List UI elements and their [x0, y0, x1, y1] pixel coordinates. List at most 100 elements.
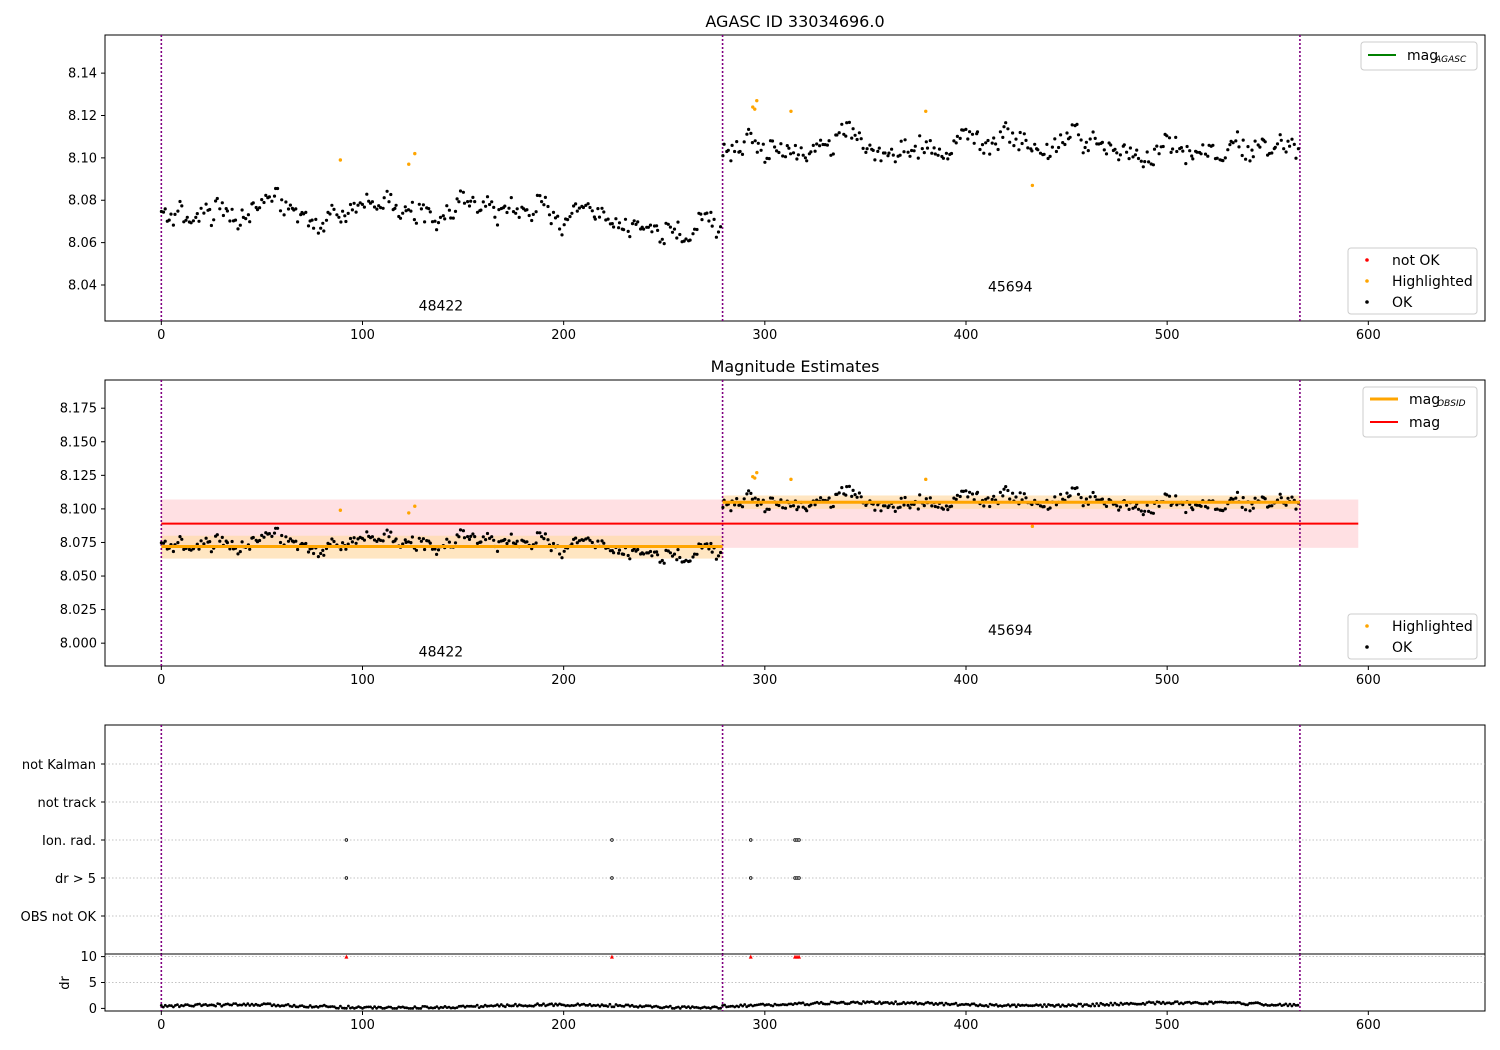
magnitude-estimates-panel: Magnitude Estimates 8.000 8.025 8.050 8.075… [60, 357, 1486, 688]
flags-category-label-3: dr > 5 [55, 872, 96, 887]
agasc-obsid-label-48422: 48422 [419, 298, 464, 314]
agasc-ok-point [946, 157, 950, 161]
agasc-ok-point [738, 149, 742, 154]
estimates-ok-point [481, 535, 485, 539]
dr-point [689, 1006, 692, 1010]
estimates-ok-point [286, 539, 291, 543]
estimates-ok-point [831, 504, 835, 509]
agasc-ok-point [952, 139, 956, 143]
agasc-ok-point [742, 140, 746, 144]
dr-point [954, 1001, 958, 1005]
estimates-highlighted-point [1030, 524, 1035, 529]
agasc-ok-point [1125, 150, 1129, 154]
estimates-ok-point [972, 498, 976, 502]
estimates-ok-point [753, 496, 757, 500]
agasc-ok-point [335, 213, 339, 217]
agasc-ok-point [507, 206, 511, 210]
dr-point [938, 1001, 942, 1005]
estimates-x-tick-label-100: 100 [350, 673, 375, 688]
agasc-ok-point [581, 205, 586, 210]
agasc-panel-title: AGASC ID 33034696.0 [705, 12, 884, 31]
estimates-ok-point [928, 496, 932, 500]
agasc-ok-point [218, 207, 222, 211]
agasc-ok-point [749, 131, 753, 135]
agasc-y-tick-label-3: 8.10 [68, 151, 97, 166]
estimates-ok-point [714, 557, 719, 561]
estimates-ok-point [330, 537, 334, 541]
agasc-x-tick-label-600: 600 [1356, 328, 1381, 343]
dr-point [1208, 1000, 1211, 1004]
agasc-ok-point [845, 121, 849, 125]
dr-point [230, 1003, 234, 1007]
estimates-ok-point [1091, 490, 1095, 495]
agasc-ok-point [868, 143, 872, 147]
agasc-ok-point [906, 150, 910, 154]
estimates-ok-point [1184, 510, 1188, 515]
estimates-ok-point [1115, 504, 1119, 508]
estimates-ok-point [163, 539, 167, 543]
estimates-ok-point [742, 497, 746, 501]
agasc-ok-point [560, 233, 564, 237]
dr-marks [105, 954, 1485, 1011]
agasc-ok-point [214, 199, 218, 203]
agasc-ok-point [1250, 148, 1254, 152]
agasc-ok-point [628, 235, 632, 239]
agasc-ok-point [551, 210, 556, 214]
agasc-ok-point [1226, 148, 1230, 152]
dr-point [250, 1002, 254, 1006]
estimates-ok-point [1139, 509, 1143, 513]
agasc-ok-point [1059, 133, 1063, 137]
agasc-ok-point [171, 223, 175, 227]
estimates-ok-point [534, 541, 538, 545]
estimates-ok-point [492, 538, 496, 542]
dr-point [507, 1004, 511, 1008]
dr-point [723, 1003, 726, 1007]
agasc-ok-point [893, 160, 897, 164]
dr-point [234, 1002, 238, 1005]
dr-point [1232, 1000, 1235, 1004]
dr-point [163, 1003, 167, 1007]
agasc-ok-point [272, 194, 277, 198]
agasc-ok-point [212, 218, 216, 222]
dr-point [922, 1002, 926, 1006]
agasc-ok-point [730, 143, 734, 147]
estimates-ok-point [505, 541, 509, 546]
agasc-ok-point [876, 149, 880, 153]
dr-point [471, 1005, 475, 1008]
estimates-ok-point [278, 540, 283, 545]
estimates-ok-point [1008, 497, 1012, 501]
agasc-highlighted-point [413, 151, 417, 156]
agasc-ok-point [556, 214, 560, 218]
estimates-ok-point [1195, 503, 1199, 507]
dr-point [246, 1002, 250, 1006]
agasc-y-tick-label-2: 8.08 [68, 194, 97, 209]
agasc-ok-point [933, 152, 937, 156]
dr-point [1218, 1000, 1221, 1004]
agasc-ok-point [356, 203, 360, 207]
estimates-ok-point [835, 492, 839, 496]
dr-point [161, 1005, 165, 1009]
agasc-ok-point [646, 225, 651, 229]
agasc-legend-highlighted-label: Highlighted [1392, 274, 1473, 290]
dr-point [534, 1003, 537, 1007]
dr-point [475, 1003, 479, 1007]
agasc-ok-point [818, 144, 822, 148]
estimates-ok-point [716, 554, 721, 558]
estimates-ok-point [656, 553, 660, 557]
dr-point [1244, 1003, 1247, 1007]
agasc-ok-point [803, 156, 808, 160]
dr-point [1284, 1002, 1288, 1006]
dr-point [1014, 1005, 1018, 1009]
agasc-ok-point [574, 202, 578, 206]
dr-point [1027, 1004, 1030, 1008]
agasc-ok-point [1036, 148, 1040, 152]
agasc-ok-point [1038, 151, 1043, 155]
agasc-ok-point [294, 207, 298, 211]
estimates-ok-point [781, 506, 785, 510]
dr-x-tick-label-600: 600 [1356, 1018, 1381, 1033]
agasc-ok-point [195, 212, 199, 216]
agasc-x-axis: 0 100 200 300 400 500 600 [157, 321, 1381, 343]
agasc-ok-point [1122, 143, 1126, 147]
agasc-ok-point [572, 204, 576, 208]
